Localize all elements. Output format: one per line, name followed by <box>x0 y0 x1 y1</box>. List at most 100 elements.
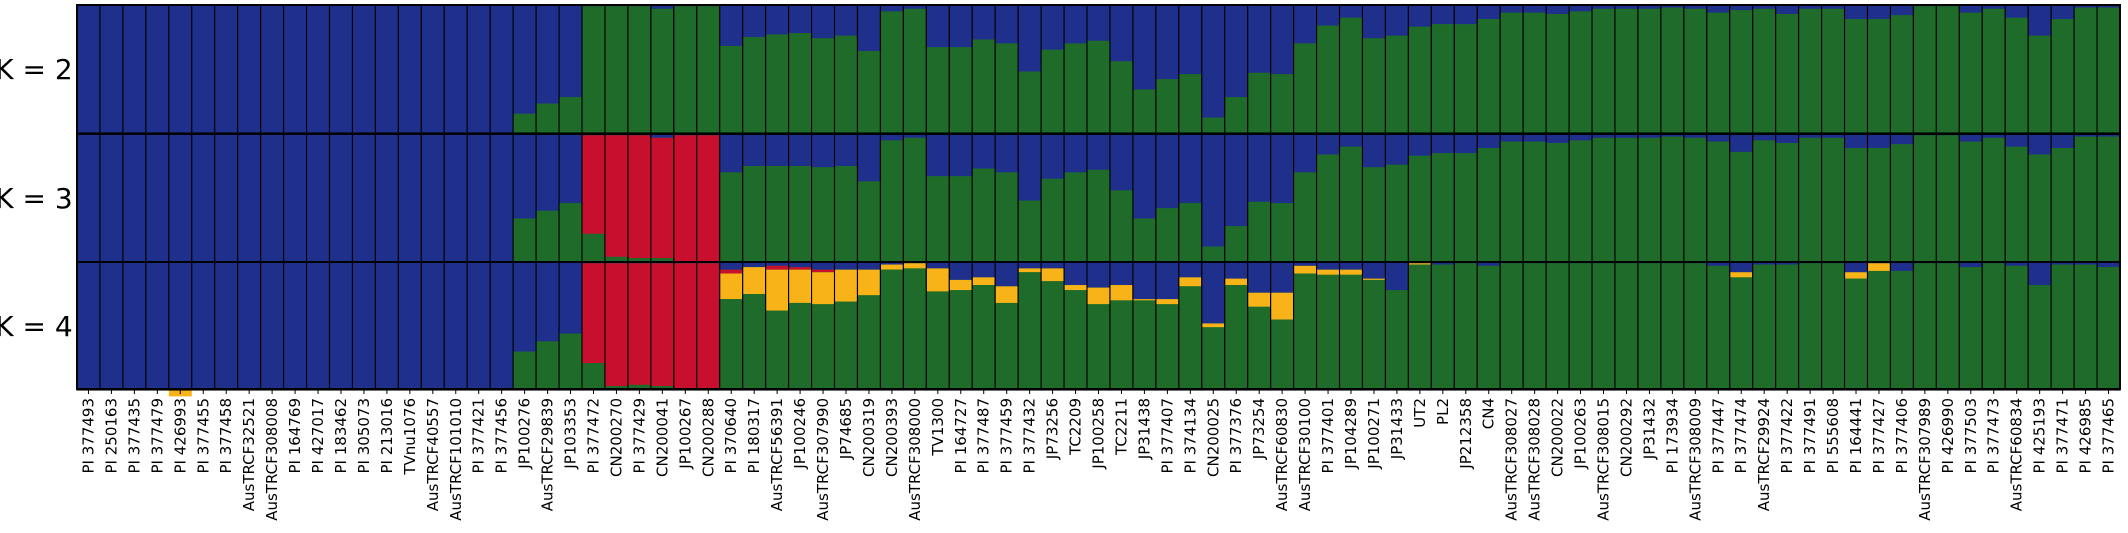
bar-segment-blue <box>1844 134 1868 149</box>
bar-segment-blue <box>444 5 468 133</box>
x-tick-label: PI 377474 <box>1732 398 1750 474</box>
bar-segment-blue <box>306 5 330 133</box>
bar-segment-blue <box>559 134 583 204</box>
bar-segment-green <box>1477 19 1501 133</box>
bar-segment-blue <box>1224 262 1248 279</box>
bar-segment-blue <box>1569 134 1593 141</box>
bar-segment-green <box>1293 172 1317 262</box>
bar-segment-blue <box>237 262 261 390</box>
x-tick-label: AusTRCF307990 <box>814 398 832 521</box>
bar-segment-blue <box>536 134 560 211</box>
x-tick-label: AusTRCF32521 <box>240 398 258 511</box>
bar-segment-blue <box>1546 5 1570 14</box>
bar-segment-blue <box>352 262 376 390</box>
bar-segment-green <box>582 363 605 390</box>
x-tick-label: PI 426985 <box>2077 398 2095 474</box>
bar-segment-green <box>1752 8 1776 134</box>
bar-segment-blue <box>2097 134 2120 137</box>
bar-segment-blue <box>99 5 123 133</box>
x-tick-label: PI 427017 <box>309 398 327 474</box>
bar-segment-blue <box>811 134 835 168</box>
bar-segment-green <box>1247 201 1271 262</box>
bar-segment-blue <box>1018 134 1042 201</box>
bar-segment-green <box>1408 26 1432 133</box>
bar-segment-green <box>1867 270 1891 390</box>
bar-segment-green <box>2051 148 2075 262</box>
bar-segment-blue <box>949 134 973 177</box>
bar-segment-green <box>2074 7 2098 134</box>
bar-segment-blue <box>2028 262 2052 286</box>
bar-segment-green <box>1477 148 1501 262</box>
bar-segment-blue <box>1821 5 1845 9</box>
bar-segment-green <box>650 258 674 262</box>
bar-segment-green <box>1775 142 1799 262</box>
bar-segment-blue <box>329 262 353 390</box>
bar-segment-green <box>1752 264 1776 390</box>
bar-segment-green <box>1982 137 2006 262</box>
bar-segment-green <box>1201 117 1225 133</box>
bar-segment-green <box>719 172 743 262</box>
bar-segment-green <box>1752 140 1776 262</box>
bar-segment-yellow <box>1362 278 1386 280</box>
bar-segment-green <box>1018 272 1042 390</box>
bar-segment-green <box>1362 279 1386 390</box>
bar-segment-green <box>1798 8 1822 134</box>
bar-segment-green <box>949 176 973 262</box>
bar-segment-blue <box>1155 5 1179 80</box>
bar-segment-blue <box>1477 134 1501 149</box>
bar-segment-blue <box>467 262 491 390</box>
bar-segment-blue <box>1523 134 1547 142</box>
x-tick-label: PI 377447 <box>1709 398 1727 474</box>
bar-segment-green <box>1431 264 1455 390</box>
x-tick-label: CN200041 <box>653 398 671 477</box>
bar-segment-blue <box>1614 5 1638 9</box>
x-tick-label: CN200393 <box>883 398 901 477</box>
bar-segment-blue <box>352 134 376 262</box>
bar-segment-green <box>1270 203 1294 262</box>
bar-segment-green <box>1109 61 1133 133</box>
bar-segment-green <box>1132 218 1156 262</box>
bar-segment-blue <box>214 262 238 390</box>
bar-segment-green <box>1592 137 1615 262</box>
bar-segment-blue <box>145 5 169 133</box>
bar-segment-yellow <box>765 269 789 311</box>
bar-segment-red <box>765 265 789 270</box>
bar-segment-green <box>1913 6 1937 134</box>
bar-segment-green <box>834 35 858 133</box>
bar-segment-green <box>1959 267 1983 390</box>
bar-segment-blue <box>1821 134 1845 138</box>
bar-segment-blue <box>1087 262 1110 288</box>
bar-segment-green <box>1982 8 2006 134</box>
bar-segment-green <box>926 176 950 262</box>
bar-segment-green <box>2051 19 2075 133</box>
bar-segment-green <box>1224 97 1248 133</box>
bar-segment-blue <box>237 134 261 262</box>
bar-segment-blue <box>903 134 927 138</box>
bar-segment-green <box>1041 49 1065 133</box>
bar-segment-green <box>2074 264 2098 390</box>
bar-segment-green <box>1500 141 1524 262</box>
bar-segment-green <box>1614 263 1638 390</box>
bar-segment-blue <box>1316 5 1340 26</box>
bar-segment-blue <box>719 5 743 46</box>
x-tick-label: PI 377503 <box>1962 398 1980 474</box>
bar-segment-blue <box>1614 134 1638 138</box>
bar-segment-green <box>1546 142 1570 262</box>
x-tick-label: PI 213016 <box>378 398 396 474</box>
bar-segment-blue <box>1247 5 1271 73</box>
bar-segment-green <box>1041 281 1065 390</box>
bar-segment-blue <box>926 134 950 177</box>
bar-segment-blue <box>1041 134 1065 179</box>
bar-segment-green <box>972 168 996 262</box>
bar-segment-red <box>582 263 605 364</box>
bar-segment-blue <box>1959 5 1983 13</box>
bar-segment-green <box>765 34 789 133</box>
bar-segment-blue <box>306 134 330 262</box>
x-tick-label: AusTRCF40557 <box>424 398 442 511</box>
bar-segment-blue <box>1041 5 1065 50</box>
bar-segment-blue <box>1224 5 1248 98</box>
bar-segment-green <box>1064 290 1088 390</box>
bar-segment-green <box>1109 190 1133 262</box>
bar-segment-yellow <box>926 268 950 292</box>
bar-segment-blue <box>145 134 169 262</box>
